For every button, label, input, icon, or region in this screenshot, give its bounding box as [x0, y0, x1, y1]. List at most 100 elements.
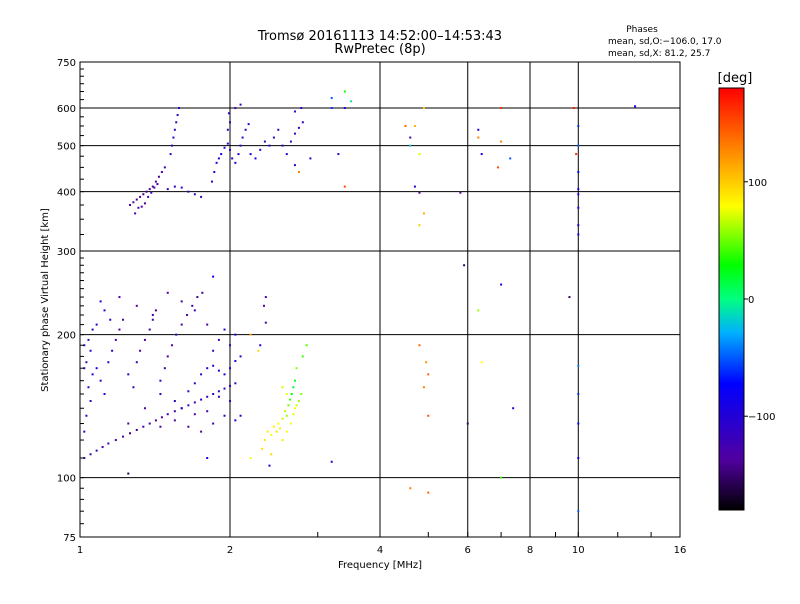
data-point: [166, 355, 169, 358]
data-point: [83, 430, 86, 433]
data-point: [330, 460, 333, 463]
data-point: [135, 361, 138, 364]
data-point: [350, 100, 353, 103]
data-point: [293, 132, 296, 135]
data-point: [101, 446, 104, 449]
data-point: [500, 107, 503, 110]
data-point: [466, 422, 469, 425]
data-point: [272, 425, 275, 428]
data-point: [187, 190, 190, 193]
data-point: [297, 126, 300, 129]
data-point: [206, 323, 209, 326]
data-point: [264, 296, 267, 299]
data-point: [160, 171, 163, 174]
data-point: [284, 410, 287, 413]
data-point: [275, 430, 278, 433]
data-point: [135, 428, 138, 431]
data-point: [577, 364, 580, 367]
colorbar-tick-label: −100: [748, 412, 775, 423]
stats-line-x: mean, sd,X: 81.2, 25.7: [608, 49, 710, 59]
data-point: [172, 136, 175, 139]
data-point: [404, 124, 407, 127]
data-point: [290, 393, 293, 396]
data-point: [422, 386, 425, 389]
stats-line-o: mean, sd,O:−106.0, 17.0: [608, 37, 722, 47]
data-point: [193, 401, 196, 404]
data-point: [234, 161, 237, 164]
data-point: [212, 422, 215, 425]
data-point: [268, 464, 271, 467]
data-point: [134, 212, 137, 215]
data-point: [180, 323, 183, 326]
data-point: [285, 430, 288, 433]
data-point: [193, 413, 196, 416]
data-point: [500, 140, 503, 143]
data-point: [247, 123, 250, 126]
data-point: [206, 395, 209, 398]
data-point: [512, 407, 515, 410]
data-point: [263, 140, 266, 143]
colorbar-tick-label: 0: [748, 295, 754, 306]
data-point: [229, 367, 231, 370]
data-point: [186, 314, 189, 317]
y-tick-label: 400: [57, 188, 76, 199]
data-point: [239, 144, 242, 147]
data-point: [259, 148, 262, 151]
data-point: [212, 349, 215, 352]
data-point: [427, 373, 430, 376]
data-point: [89, 453, 92, 456]
data-point: [226, 128, 229, 131]
data-point: [289, 398, 292, 401]
data-point: [215, 161, 218, 164]
data-point: [187, 404, 190, 407]
data-point: [261, 447, 264, 450]
data-point: [200, 430, 203, 433]
data-point: [257, 349, 260, 352]
data-point: [127, 373, 130, 376]
data-point: [480, 153, 483, 156]
data-point: [206, 456, 209, 459]
axis-ticks: 1 2 4 6 8 10 16 75 100 200 300 400 500 600 750: [57, 58, 686, 556]
x-tick-label: 1: [77, 545, 83, 556]
data-point: [343, 185, 346, 188]
data-point: [343, 107, 346, 110]
data-point: [154, 309, 157, 312]
data-point: [413, 185, 416, 188]
data-point: [107, 442, 110, 445]
data-point: [300, 393, 303, 396]
data-point: [634, 105, 637, 108]
data-point: [220, 153, 223, 156]
data-point: [496, 166, 499, 169]
data-point: [287, 404, 290, 407]
data-point: [159, 379, 162, 382]
data-point: [270, 453, 273, 456]
data-point: [297, 171, 300, 174]
data-point: [118, 328, 121, 331]
data-point: [226, 142, 229, 145]
data-point: [151, 318, 154, 321]
data-point: [91, 373, 94, 376]
data-point: [212, 275, 215, 278]
x-tick-label: 8: [527, 545, 533, 556]
data-point: [139, 349, 142, 352]
data-point: [409, 144, 412, 147]
data-point: [193, 193, 196, 196]
data-point: [234, 360, 237, 363]
data-point: [95, 449, 98, 452]
data-point: [163, 166, 166, 169]
data-point: [223, 328, 226, 331]
data-point: [422, 212, 425, 215]
data-point: [223, 146, 226, 149]
data-point: [200, 195, 203, 198]
data-point: [118, 296, 121, 299]
data-point: [249, 333, 252, 336]
data-point: [180, 300, 183, 303]
data-point: [577, 193, 580, 196]
chart-subtitle: RwPretec (8p): [334, 42, 425, 57]
data-point: [217, 395, 220, 398]
data-point: [477, 128, 480, 131]
data-point: [285, 393, 288, 396]
data-point: [147, 195, 150, 198]
x-tick-label: 6: [465, 545, 471, 556]
grid-lines: [80, 62, 680, 537]
